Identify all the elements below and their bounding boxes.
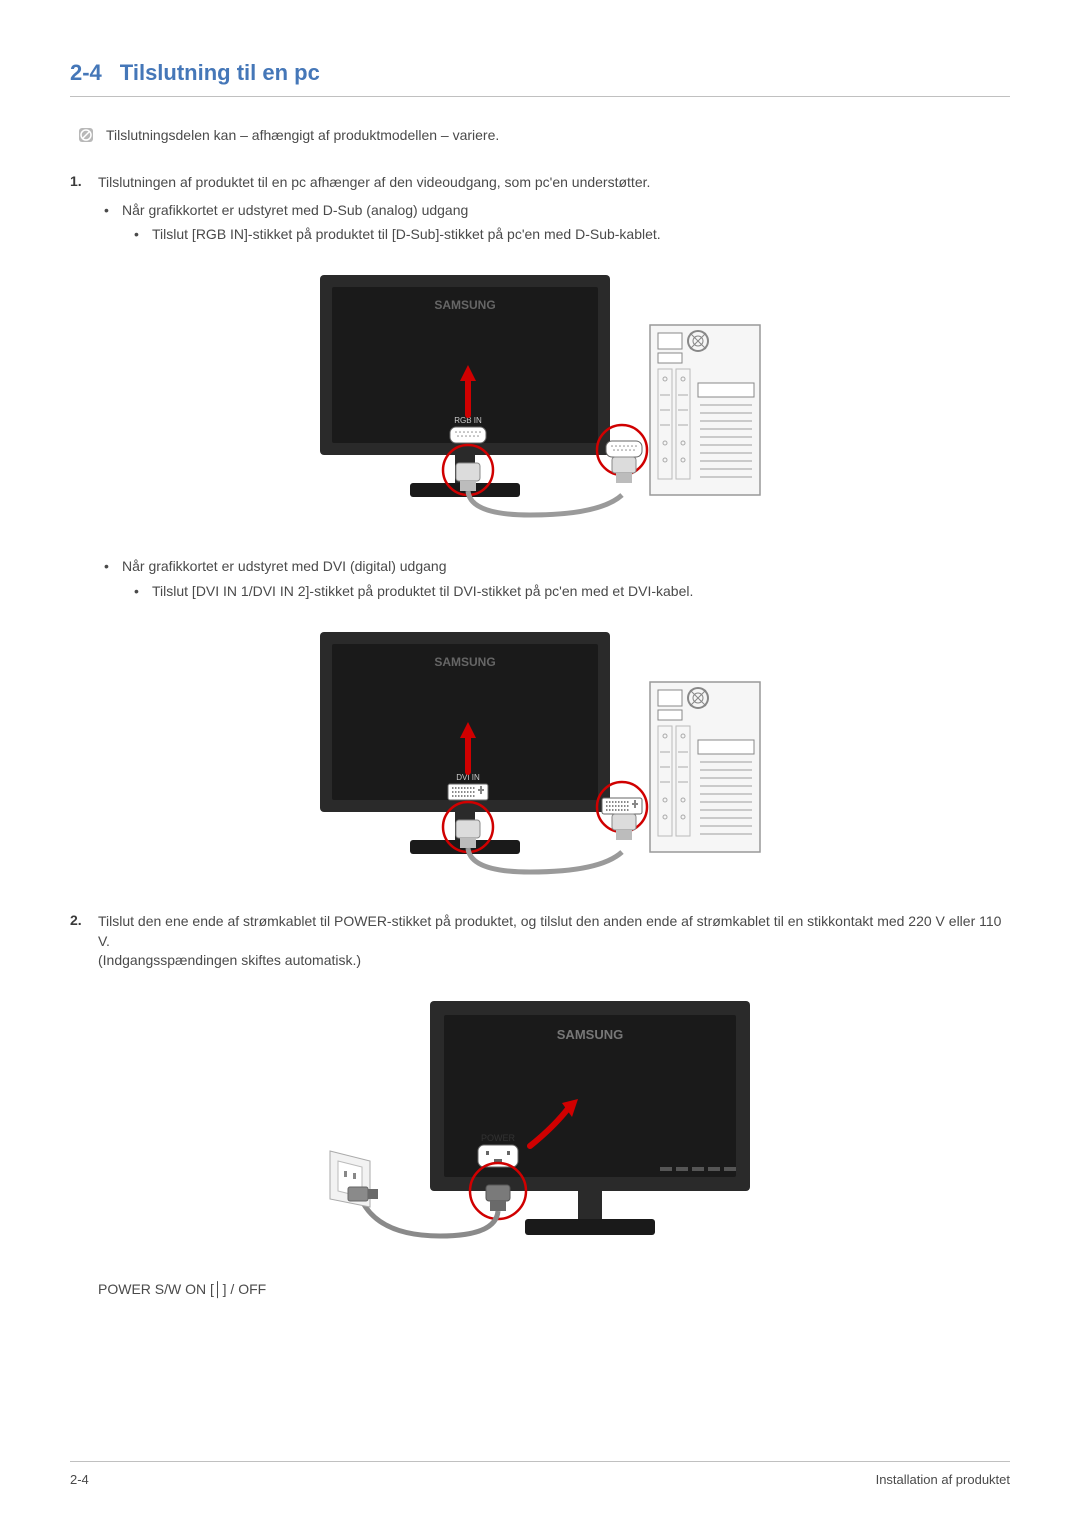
bullet-icon: •	[104, 199, 112, 221]
list-text: Når grafikkortet er udstyret med DVI (di…	[122, 555, 446, 577]
sub-list: • Når grafikkortet er udstyret med DVI (…	[104, 555, 1010, 577]
port-label: POWER	[481, 1133, 516, 1143]
ordered-list: 1. Tilslutningen af produktet til en pc …	[70, 173, 1010, 193]
list-item: • Når grafikkortet er udstyret med D-Sub…	[104, 199, 1010, 221]
step2-text: Tilslut den ene ende af strømkablet til …	[98, 913, 1001, 949]
brand-text: SAMSUNG	[557, 1027, 623, 1042]
note-text: Tilslutningsdelen kan – afhængigt af pro…	[106, 127, 499, 143]
bullet-icon: •	[134, 223, 142, 245]
sub-sub-list: • Tilslut [DVI IN 1/DVI IN 2]-stikket på…	[134, 580, 1010, 602]
list-text: Tilslut [DVI IN 1/DVI IN 2]-stikket på p…	[152, 580, 693, 602]
footer-left: 2-4	[70, 1472, 89, 1487]
page-footer: 2-4 Installation af produktet	[70, 1461, 1010, 1487]
list-item: • Tilslut [DVI IN 1/DVI IN 2]-stikket på…	[134, 580, 1010, 602]
ordered-list: 2. Tilslut den ene ende af strømkablet t…	[70, 912, 1010, 971]
section-heading: 2-4 Tilslutning til en pc	[70, 60, 1010, 97]
list-text: Tilslut [RGB IN]-stikket på produktet ti…	[152, 223, 661, 245]
list-item: • Tilslut [RGB IN]-stikket på produktet …	[134, 223, 1010, 245]
diagram-rgb: SAMSUNG RGB IN	[70, 265, 1010, 525]
list-number: 2.	[70, 912, 88, 971]
step2-paren: (Indgangsspændingen skiftes automatisk.)	[98, 952, 361, 968]
brand-text: SAMSUNG	[434, 298, 495, 312]
bullet-icon: •	[134, 580, 142, 602]
brand-text: SAMSUNG	[434, 655, 495, 669]
list-item: 1. Tilslutningen af produktet til en pc …	[70, 173, 1010, 193]
list-item: • Når grafikkortet er udstyret med DVI (…	[104, 555, 1010, 577]
power-switch-text: POWER S/W ON [│] / OFF	[98, 1281, 1010, 1297]
sub-list: • Når grafikkortet er udstyret med D-Sub…	[104, 199, 1010, 221]
heading-title: Tilslutning til en pc	[120, 60, 320, 86]
list-text: Tilslutningen af produktet til en pc afh…	[98, 173, 650, 193]
list-item: 2. Tilslut den ene ende af strømkablet t…	[70, 912, 1010, 971]
list-text: Når grafikkortet er udstyret med D-Sub (…	[122, 199, 468, 221]
list-number: 1.	[70, 173, 88, 193]
sub-sub-list: • Tilslut [RGB IN]-stikket på produktet …	[134, 223, 1010, 245]
diagram-power: SAMSUNG POWER	[70, 991, 1010, 1251]
note-row: Tilslutningsdelen kan – afhængigt af pro…	[78, 127, 1010, 143]
diagram-dvi: SAMSUNG DVI IN	[70, 622, 1010, 882]
bullet-icon: •	[104, 555, 112, 577]
info-icon	[78, 127, 94, 143]
heading-number: 2-4	[70, 60, 102, 86]
list-text: Tilslut den ene ende af strømkablet til …	[98, 912, 1010, 971]
footer-right: Installation af produktet	[876, 1472, 1010, 1487]
